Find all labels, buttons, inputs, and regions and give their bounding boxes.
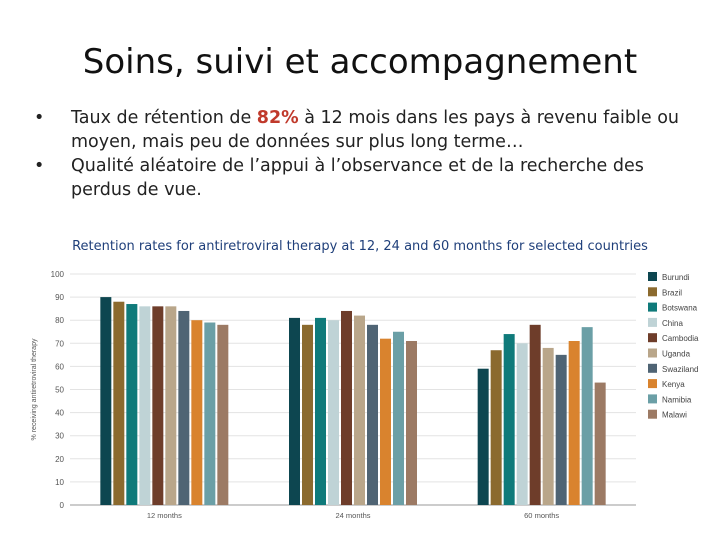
legend-swatch — [648, 363, 657, 373]
bar — [113, 301, 125, 505]
legend-swatch — [648, 409, 657, 419]
legend-label: Namibia — [662, 395, 692, 404]
slide-title: Soins, suivi et accompagnement — [82, 42, 638, 82]
bar — [178, 310, 190, 505]
bar — [354, 315, 365, 505]
bullet-glyph: • — [34, 156, 45, 176]
legend-label: Burundi — [662, 273, 690, 282]
bar — [152, 306, 164, 505]
bar — [477, 368, 489, 505]
bar — [516, 343, 528, 505]
legend-label: Swaziland — [662, 365, 698, 374]
x-tick-label: 60 months — [524, 511, 559, 520]
legend-swatch — [648, 272, 657, 281]
y-tick-label: 80 — [55, 316, 64, 325]
y-axis-label: % receiving antiretroviral therapy — [31, 338, 38, 440]
y-tick-label: 20 — [55, 455, 64, 464]
bar — [555, 354, 567, 505]
legend-swatch — [648, 302, 657, 312]
y-tick-label: 90 — [55, 293, 64, 302]
bar — [490, 350, 502, 505]
bullet-glyph: • — [34, 108, 45, 128]
bar — [126, 304, 138, 505]
legend-swatch — [648, 394, 657, 404]
bar — [529, 324, 541, 505]
bullet-list: • Taux de rétention de 82% à 12 mois dan… — [34, 106, 694, 202]
bar — [568, 340, 580, 505]
legend-label: Uganda — [662, 350, 691, 359]
bullet-text-pre: Taux de rétention de — [71, 108, 257, 128]
bar — [380, 338, 391, 505]
y-tick-label: 60 — [55, 362, 64, 371]
bar — [289, 317, 300, 505]
y-tick-label: 50 — [55, 386, 64, 395]
y-tick-label: 70 — [55, 339, 64, 348]
legend-swatch — [648, 317, 657, 327]
bar — [328, 320, 339, 505]
chart-title: Retention rates for antiretroviral thera… — [72, 239, 648, 254]
legend-swatch — [648, 379, 657, 389]
bar — [367, 324, 378, 505]
x-tick-label: 12 months — [147, 511, 182, 520]
y-tick-label: 100 — [51, 270, 65, 279]
legend-label: Malawi — [662, 411, 687, 420]
bar — [139, 306, 151, 505]
y-tick-label: 10 — [55, 478, 64, 487]
legend-label: Brazil — [662, 288, 682, 297]
y-tick-label: 40 — [55, 409, 64, 418]
x-tick-label: 24 months — [335, 511, 370, 520]
bar — [594, 382, 606, 505]
bar — [191, 320, 203, 505]
y-tick-label: 0 — [60, 501, 65, 510]
bar — [406, 340, 417, 505]
legend-label: Kenya — [662, 380, 685, 389]
y-tick-label: 30 — [55, 432, 64, 441]
bar — [217, 324, 229, 505]
bar — [204, 322, 216, 505]
legend-label: Botswana — [662, 304, 698, 313]
bullet-highlight: 82% — [256, 108, 299, 128]
bar — [542, 347, 554, 505]
bar — [165, 306, 177, 505]
legend-swatch — [648, 333, 657, 343]
legend-swatch — [648, 287, 657, 297]
bar — [302, 324, 313, 505]
legend-label: China — [662, 319, 683, 328]
bullet-item-quality: • Qualité aléatoire de l’appui à l’obser… — [34, 154, 694, 202]
bullet-text-post: à 12 mois dans les pays à revenu faible … — [71, 108, 680, 152]
legend-swatch — [648, 348, 657, 358]
bar — [100, 297, 112, 505]
bar — [581, 327, 593, 505]
bar — [393, 331, 404, 505]
bar — [503, 334, 515, 505]
bar — [341, 310, 352, 505]
bullet-text: Qualité aléatoire de l’appui à l’observa… — [71, 156, 644, 200]
legend-label: Cambodia — [662, 334, 699, 343]
bullet-item-retention: • Taux de rétention de 82% à 12 mois dan… — [34, 106, 694, 154]
bar — [315, 317, 326, 505]
